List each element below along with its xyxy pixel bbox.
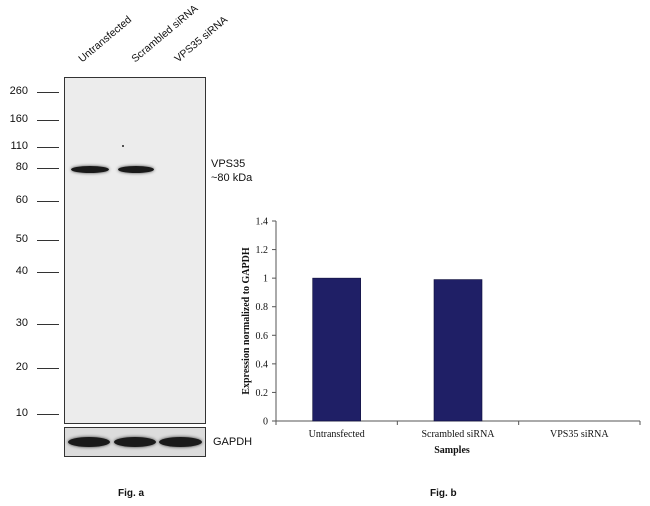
- x-tick-label: VPS35 siRNA: [550, 429, 609, 440]
- y-tick-label: 0: [263, 417, 268, 428]
- gapdh-blot: [64, 427, 206, 457]
- y-tick-label: 0.8: [256, 302, 269, 313]
- mw-tick: [37, 201, 59, 202]
- target-label-size: ~80 kDa: [211, 172, 253, 184]
- y-tick-label: 1: [263, 274, 268, 285]
- mw-label-20: 20: [15, 361, 28, 373]
- mw-tick: [37, 147, 59, 148]
- fig-b-label: Fig. b: [430, 488, 457, 499]
- gapdh-band-vps35-sirna: [159, 437, 202, 447]
- mw-label-60: 60: [15, 194, 28, 206]
- y-tick-label: 0.2: [256, 388, 269, 399]
- mw-tick: [37, 92, 59, 93]
- x-axis-label: Samples: [434, 445, 470, 456]
- bar-untransfected: [312, 277, 361, 422]
- target-label-name: VPS35: [211, 158, 246, 170]
- fig-a-label: Fig. a: [118, 488, 145, 499]
- vps35-band-untransfected: [71, 166, 109, 173]
- mw-tick: [37, 240, 59, 241]
- mw-tick: [37, 272, 59, 273]
- mw-label-80: 80: [15, 161, 28, 173]
- loading-control-label: GAPDH: [213, 436, 253, 448]
- mw-label-30: 30: [15, 317, 28, 329]
- mw-label-110: 110: [10, 140, 28, 152]
- mw-label-10: 10: [15, 407, 28, 419]
- mw-tick: [37, 168, 59, 169]
- y-tick-label: 1.4: [256, 217, 269, 228]
- debris-dot: [122, 145, 124, 147]
- blot-membrane: [64, 77, 206, 424]
- y-tick-label: 0.6: [256, 331, 269, 342]
- mw-tick: [37, 324, 59, 325]
- mw-tick: [37, 368, 59, 369]
- x-tick-label: Untransfected: [309, 429, 365, 440]
- mw-tick: [37, 120, 59, 121]
- y-tick-label: 1.2: [256, 245, 269, 256]
- mw-tick: [37, 414, 59, 415]
- y-axis-label: Expression normalized to GAPDH: [241, 247, 252, 395]
- y-tick-label: 0.4: [256, 359, 269, 370]
- vps35-band-scrambled: [118, 166, 154, 173]
- mw-label-160: 160: [9, 113, 28, 125]
- x-tick-label: Scrambled siRNA: [421, 429, 495, 440]
- bar-scrambled-sirna: [433, 279, 483, 422]
- mw-label-260: 260: [9, 85, 28, 97]
- mw-label-50: 50: [15, 233, 28, 245]
- mw-label-40: 40: [15, 265, 28, 277]
- gapdh-band-scrambled: [114, 437, 156, 447]
- gapdh-band-untransfected: [68, 437, 110, 447]
